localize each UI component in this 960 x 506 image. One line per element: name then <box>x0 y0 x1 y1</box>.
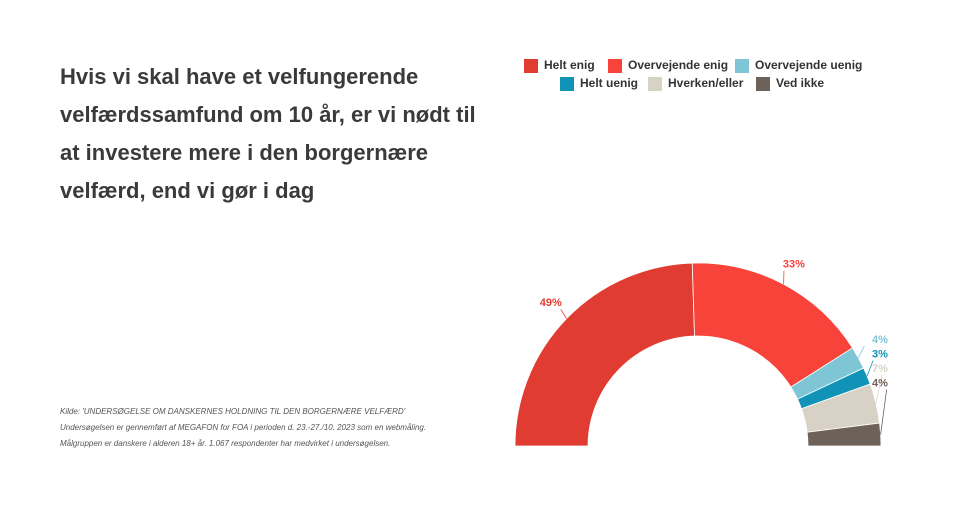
leader-line <box>560 309 567 319</box>
legend-label: Overvejende uenig <box>755 58 862 72</box>
segment <box>514 262 695 447</box>
chart-title: Hvis vi skal have et velfungerende velfæ… <box>60 64 476 203</box>
legend-swatch <box>735 59 749 73</box>
source-line: Undersøgelsen er gennemført af MEGAFON f… <box>60 423 427 432</box>
legend-swatch <box>648 77 662 91</box>
source-line: Kilde: 'UNDERSØGELSE OM DANSKERNES HOLDN… <box>60 407 406 416</box>
leader-line <box>875 374 883 404</box>
data-label: 3% <box>872 348 888 360</box>
data-label: 49% <box>540 297 562 309</box>
data-label: 4% <box>872 377 888 389</box>
leader-line <box>858 345 865 359</box>
leader-line <box>880 389 888 435</box>
legend-label: Helt enig <box>544 58 595 72</box>
legend-swatch <box>756 77 770 91</box>
segment <box>806 422 882 447</box>
legend-swatch <box>560 77 574 91</box>
data-label: 7% <box>872 363 888 375</box>
legend-swatch <box>608 59 622 73</box>
legend-label: Helt uenig <box>580 76 638 90</box>
legend-swatch <box>524 59 538 73</box>
leader-line <box>866 360 874 377</box>
source: Kilde: 'UNDERSØGELSE OM DANSKERNES HOLDN… <box>60 404 426 452</box>
legend-label: Ved ikke <box>776 76 824 90</box>
legend-label: Hverken/eller <box>668 76 744 90</box>
source-line: Målgruppen er danskere i alderen 18+ år.… <box>60 439 391 448</box>
legend-label: Overvejende enig <box>628 58 728 72</box>
data-label: 33% <box>783 259 805 271</box>
data-label: 4% <box>872 334 888 346</box>
